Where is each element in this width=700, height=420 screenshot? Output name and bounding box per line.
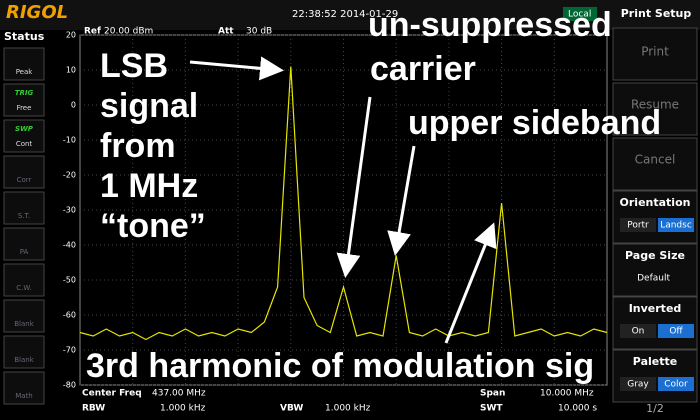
footer-rbw-label: RBW <box>82 404 105 414</box>
y-tick-label: 10 <box>66 66 76 75</box>
footer-vbw-value: 1.000 kHz <box>325 404 371 414</box>
menu-button-title: Palette <box>633 355 677 368</box>
mode: Local <box>568 10 591 20</box>
att-label: Att <box>218 27 234 37</box>
option-box[interactable] <box>658 324 694 338</box>
annotation: carrier <box>370 50 476 88</box>
footer-center-value: 437.00 MHz <box>152 389 206 399</box>
option-box[interactable] <box>658 377 694 391</box>
annotation: 1 MHz <box>100 167 198 205</box>
status-button-label: Free <box>17 104 32 112</box>
menu-button-label: Cancel <box>635 153 676 167</box>
option-label: On <box>632 327 645 337</box>
y-tick-label: -20 <box>63 171 76 180</box>
option-label: Off <box>669 327 683 337</box>
menu-button[interactable] <box>612 137 698 191</box>
mode-box <box>563 7 597 21</box>
status-title: Status <box>4 30 45 43</box>
menu-button[interactable] <box>612 349 698 403</box>
status-button[interactable] <box>3 119 45 153</box>
annotation: “tone” <box>100 207 206 245</box>
status-button-title: TRIG <box>15 89 34 97</box>
y-tick-label: -80 <box>63 381 76 390</box>
y-tick-label: -40 <box>63 241 76 250</box>
status-button-label: C.W. <box>16 284 31 292</box>
att-value: 30 dB <box>246 27 272 37</box>
status-button[interactable] <box>3 83 45 117</box>
y-tick-label: -30 <box>63 206 76 215</box>
menu-button-label: Resume <box>631 98 679 112</box>
menu-value: Default <box>637 274 670 284</box>
annotation: 3rd harmonic of modulation sig <box>86 347 594 385</box>
annotation: from <box>100 127 176 165</box>
status-button[interactable] <box>3 335 45 369</box>
footer-span-label: Span <box>480 389 505 399</box>
annotation: signal <box>100 87 198 125</box>
status-button-label: Cont <box>16 140 33 148</box>
menu-button-label: Print <box>641 45 669 59</box>
y-tick-label: -70 <box>63 346 76 355</box>
menu-button-title: Inverted <box>629 302 682 315</box>
menu-button[interactable] <box>612 296 698 350</box>
page-indicator: 1/2 <box>646 402 664 415</box>
option-label: Color <box>664 380 688 390</box>
ref-value: 20.00 dBm <box>104 27 153 37</box>
footer-rbw-value: 1.000 kHz <box>160 404 206 414</box>
footer-swt-value: 10.000 s <box>558 404 597 414</box>
annotation: upper sideband <box>408 104 661 142</box>
status-button-label: Blank <box>14 320 34 328</box>
ref-label: Ref <box>84 27 101 37</box>
option-label: Portr <box>627 221 649 231</box>
status-button-label: Corr <box>17 176 32 184</box>
menu-button[interactable] <box>612 27 698 81</box>
menu-button-title: Orientation <box>620 196 691 209</box>
annotation: LSB <box>100 47 168 85</box>
status-button-label: Blank <box>14 356 34 364</box>
annotation-arrows <box>189 56 497 344</box>
y-tick-label: -50 <box>63 276 76 285</box>
status-button[interactable] <box>3 227 45 261</box>
y-tick-label: -10 <box>63 136 76 145</box>
y-tick-label: -60 <box>63 311 76 320</box>
spectrum-trace <box>79 66 608 341</box>
menu-button[interactable] <box>612 190 698 244</box>
option-label: Landsc <box>660 221 692 231</box>
status-button-label: S.T. <box>18 212 30 220</box>
status-button-label: Math <box>15 392 33 400</box>
option-box[interactable] <box>658 218 694 232</box>
footer-swt-label: SWT <box>480 404 503 414</box>
clock: 22:38:52 2014-01-29 <box>292 9 398 20</box>
status-button[interactable] <box>3 263 45 297</box>
menu-button[interactable] <box>612 243 698 297</box>
status-button-label: PA <box>20 248 29 256</box>
y-tick-label: 20 <box>66 31 76 40</box>
menu-title: Print Setup <box>621 7 692 20</box>
status-button-title: SWP <box>15 125 34 133</box>
footer-center-label: Center Freq <box>82 389 142 399</box>
footer-vbw-label: VBW <box>280 404 303 414</box>
y-tick-label: 0 <box>71 101 76 110</box>
status-button-label: Peak <box>16 68 34 76</box>
brand: RIGOL <box>6 2 68 23</box>
option-label: Gray <box>627 380 649 390</box>
annotation: un-suppressed <box>368 6 612 44</box>
footer-span-value: 10.000 MHz <box>540 389 594 399</box>
status-button[interactable] <box>3 299 45 333</box>
option-box[interactable] <box>620 377 656 391</box>
option-box[interactable] <box>620 218 656 232</box>
status-button[interactable] <box>3 47 45 81</box>
status-button[interactable] <box>3 155 45 189</box>
status-button[interactable] <box>3 371 45 405</box>
status-button[interactable] <box>3 191 45 225</box>
menu-button[interactable] <box>612 82 698 136</box>
menu-button-title: Page Size <box>625 249 685 262</box>
option-box[interactable] <box>620 324 656 338</box>
